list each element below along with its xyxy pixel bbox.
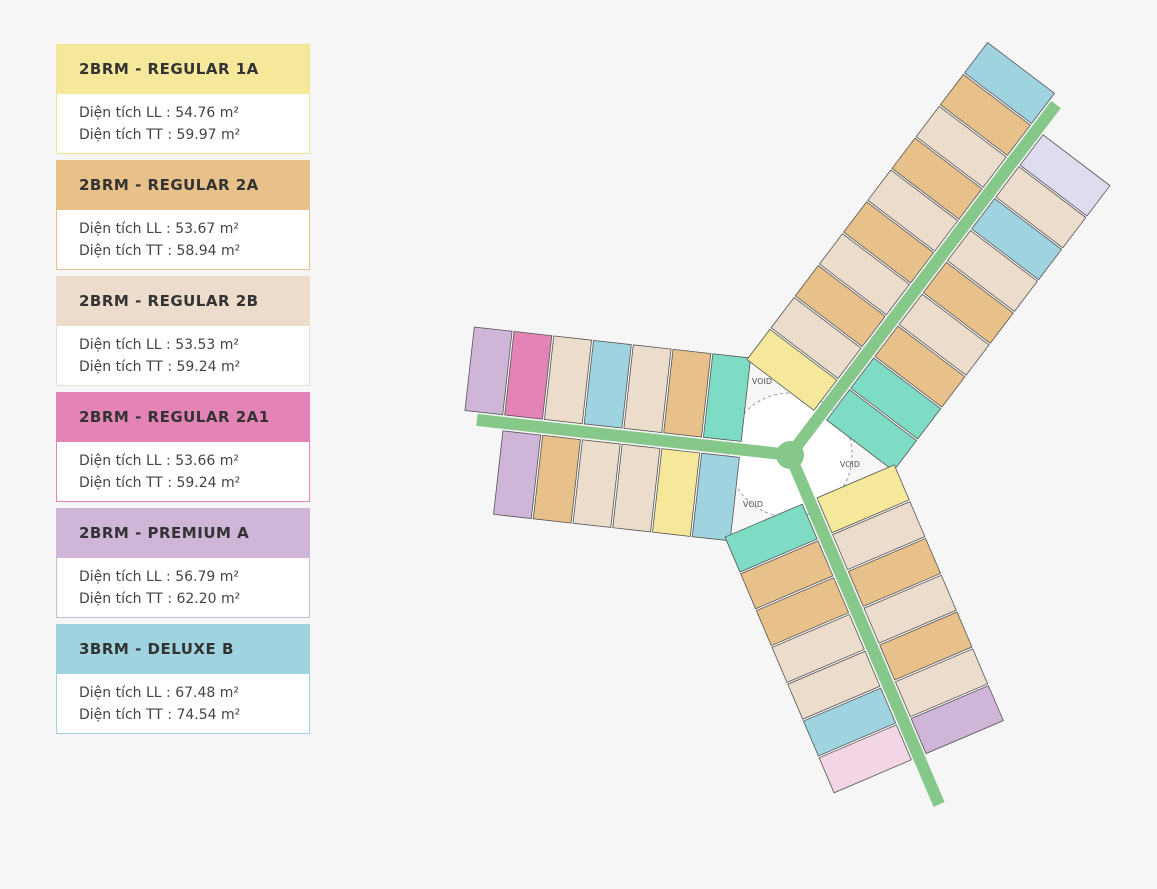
floor-unit	[794, 264, 886, 348]
unit-title: 2BRM - REGULAR 2A	[57, 161, 309, 210]
floor-unit	[543, 335, 593, 425]
unit-title: 3BRM - DELUXE B	[57, 625, 309, 674]
floor-unit	[771, 613, 865, 683]
floor-unit	[532, 434, 581, 524]
floor-unit	[476, 413, 781, 460]
floor-unit	[791, 100, 1061, 451]
area-tt: Diện tích TT : 59.24 m²	[79, 359, 241, 375]
floor-unit	[788, 461, 945, 807]
floor-unit	[867, 169, 959, 252]
area-tt: Diện tích TT : 59.97 m²	[79, 127, 241, 143]
unit-areas: Diện tích LL : 53.67 m² Diện tích TT : 58…	[57, 210, 309, 269]
floor-unit	[874, 325, 966, 408]
legend-item: 3BRM - DELUXE B Diện tích LL : 67.48 m² Di…	[56, 624, 310, 734]
floor-unit	[964, 41, 1056, 125]
hub	[776, 441, 804, 469]
south-wing	[724, 461, 1004, 807]
floor-unit	[755, 577, 850, 647]
floor-unit	[612, 443, 661, 533]
floor-unit	[623, 344, 672, 434]
area-ll: Diện tích LL : 53.53 m²	[79, 337, 240, 353]
legend-item: 2BRM - REGULAR 2B Diện tích LL : 53.53 m²…	[56, 276, 310, 386]
floor-unit	[818, 233, 910, 316]
floor-unit	[663, 348, 712, 438]
unit-title: 2BRM - REGULAR 2B	[57, 277, 309, 326]
floor-unit	[826, 389, 918, 472]
area-ll: Diện tích LL : 56.79 m²	[79, 569, 240, 585]
unit-areas: Diện tích LL : 67.48 m² Diện tích TT : 74…	[57, 674, 309, 733]
floor-unit	[702, 353, 752, 442]
northeast-wing	[746, 41, 1111, 472]
area-tt: Diện tích TT : 58.94 m²	[79, 243, 241, 259]
floor-unit	[572, 439, 621, 528]
unit-title: 2BRM - PREMIUM A	[57, 509, 309, 558]
area-ll: Diện tích LL : 53.67 m²	[79, 221, 240, 237]
floor-unit	[787, 650, 881, 720]
floor-unit	[894, 648, 989, 718]
floor-unit	[995, 166, 1087, 249]
floor-unit	[802, 687, 897, 757]
floor-unit	[652, 448, 701, 537]
unit-areas: Diện tích LL : 56.79 m² Diện tích TT : 62…	[57, 558, 309, 617]
floor-unit	[832, 501, 926, 571]
floor-unit	[939, 73, 1031, 157]
legend-item: 2BRM - REGULAR 1A Diện tích LL : 54.76 m²…	[56, 44, 310, 154]
floor-unit	[740, 540, 834, 610]
unit-areas: Diện tích LL : 53.66 m² Diện tích TT : 59…	[57, 442, 309, 501]
west-wing	[464, 326, 781, 542]
void-label: VOID	[840, 460, 860, 469]
floor-unit	[493, 430, 542, 520]
legend-item: 2BRM - REGULAR 2A Diện tích LL : 53.67 m²…	[56, 160, 310, 270]
floor-unit	[816, 464, 910, 534]
unit-areas: Diện tích LL : 54.76 m² Diện tích TT : 59…	[57, 94, 309, 153]
floor-unit	[898, 293, 990, 376]
floor-unit	[770, 296, 862, 380]
floor-unit	[818, 724, 912, 794]
floor-unit	[1019, 134, 1111, 217]
area-tt: Diện tích TT : 62.20 m²	[79, 591, 241, 607]
legend-item: 2BRM - PREMIUM A Diện tích LL : 56.79 m² D…	[56, 508, 310, 618]
floor-unit	[504, 331, 553, 420]
floor-unit	[922, 261, 1014, 344]
area-ll: Diện tích LL : 54.76 m²	[79, 105, 240, 121]
floor-unit	[691, 452, 740, 542]
floor-unit	[583, 339, 632, 429]
floor-unit	[850, 357, 942, 440]
unit-title: 2BRM - REGULAR 2A1	[57, 393, 309, 442]
floor-unit	[746, 328, 838, 411]
void-label: VOID	[752, 377, 772, 386]
floor-unit	[464, 326, 513, 416]
floor-unit	[910, 685, 1004, 755]
floor-unit	[879, 611, 973, 681]
floor-unit	[946, 229, 1038, 313]
area-tt: Diện tích TT : 59.24 m²	[79, 475, 241, 491]
floor-unit	[891, 137, 983, 220]
area-tt: Diện tích TT : 74.54 m²	[79, 707, 241, 723]
area-ll: Diện tích LL : 67.48 m²	[79, 685, 240, 701]
legend-item: 2BRM - REGULAR 2A1 Diện tích LL : 53.66 m…	[56, 392, 310, 502]
void-label: VOID	[743, 500, 763, 509]
floor-unit	[847, 537, 942, 607]
floor-unit	[971, 198, 1063, 281]
floor-unit	[915, 105, 1007, 188]
floor-unit	[724, 503, 818, 573]
area-ll: Diện tích LL : 53.66 m²	[79, 453, 240, 469]
legend: 2BRM - REGULAR 1A Diện tích LL : 54.76 m²…	[56, 44, 310, 740]
unit-areas: Diện tích LL : 53.53 m² Diện tích TT : 59…	[57, 326, 309, 385]
unit-title: 2BRM - REGULAR 1A	[57, 45, 309, 94]
floor-unit	[843, 201, 935, 284]
void-area	[727, 392, 853, 518]
floor-unit	[863, 574, 957, 644]
